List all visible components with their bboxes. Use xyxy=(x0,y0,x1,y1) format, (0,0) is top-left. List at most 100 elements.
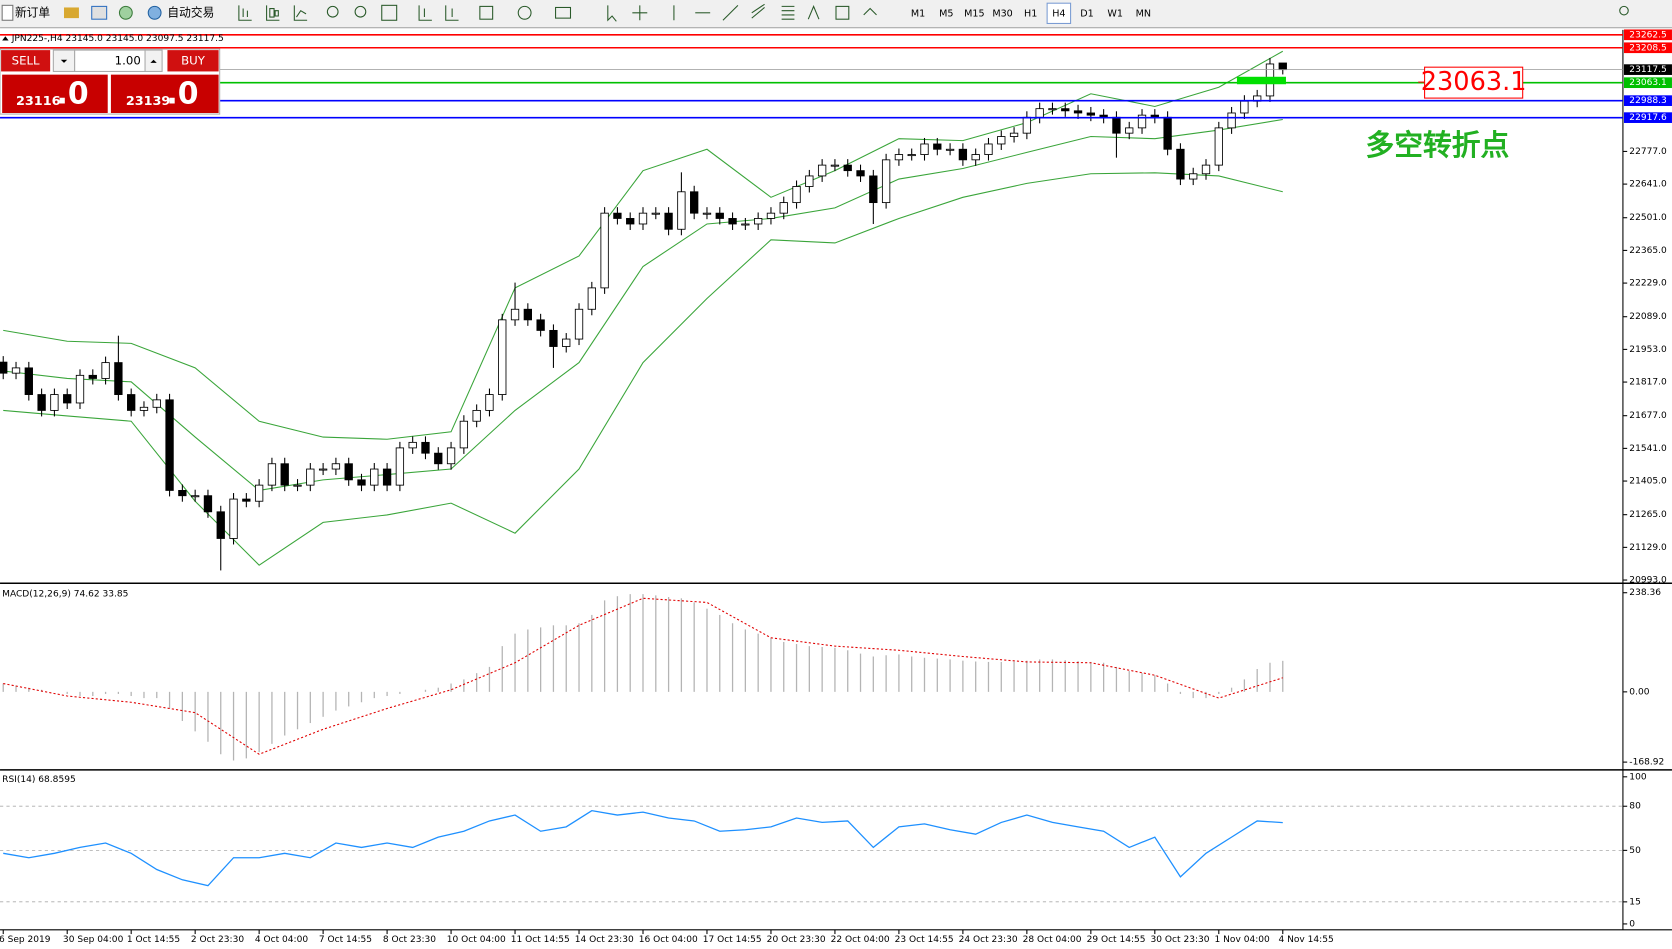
candle-body xyxy=(139,406,149,411)
sell-label[interactable]: SELL xyxy=(12,53,40,67)
icon[interactable] xyxy=(722,4,739,21)
timeframe-button[interactable]: H4 xyxy=(1052,8,1065,19)
candle-body xyxy=(702,212,712,215)
candle-body xyxy=(127,394,136,411)
candle-body xyxy=(907,154,916,157)
candle-body xyxy=(613,212,622,219)
icon[interactable] xyxy=(751,3,765,19)
icon[interactable] xyxy=(479,5,494,20)
auto-trading-icon[interactable] xyxy=(147,5,162,20)
candle-body xyxy=(792,186,801,204)
icon[interactable] xyxy=(555,6,572,19)
buy-price[interactable]: 23139 xyxy=(126,94,171,109)
timeframe-button[interactable]: D1 xyxy=(1080,8,1093,19)
lot-value[interactable]: 1.00 xyxy=(115,53,141,67)
annotation-box xyxy=(1424,66,1524,99)
candle-body xyxy=(1022,116,1032,134)
x-tick-label: 17 Oct 14:55 xyxy=(703,935,762,945)
sell-price[interactable]: 23116 xyxy=(16,94,61,109)
price-level-tag xyxy=(1623,77,1672,89)
icon[interactable] xyxy=(238,5,252,21)
candle-body xyxy=(741,223,750,226)
candle-body xyxy=(1214,127,1223,166)
active-timeframe[interactable] xyxy=(1046,2,1072,24)
y-tick-label: 100 xyxy=(1629,772,1647,782)
rsi-line xyxy=(3,809,1283,887)
tool-icons xyxy=(238,3,1629,22)
icon[interactable] xyxy=(293,5,308,21)
icon[interactable] xyxy=(863,7,877,16)
y-tick-label: 21265.0 xyxy=(1629,510,1667,520)
candle-body xyxy=(1035,108,1044,118)
icon[interactable] xyxy=(266,5,280,21)
x-tick-label: 23 Oct 14:55 xyxy=(895,935,954,945)
icon[interactable] xyxy=(781,5,795,20)
x-tick-label: 1 Oct 14:55 xyxy=(127,935,180,945)
sell-button[interactable] xyxy=(1,50,51,72)
candle-body xyxy=(715,212,724,219)
x-tick-label: 8 Oct 23:30 xyxy=(383,935,436,945)
candle-body xyxy=(664,212,673,230)
candle-body xyxy=(434,452,443,465)
candle-body xyxy=(754,218,763,225)
candle-body xyxy=(395,447,405,486)
x-tick-label: 2 Oct 23:30 xyxy=(191,935,244,945)
sell-pips[interactable]: .0 xyxy=(57,76,89,111)
icon[interactable] xyxy=(607,5,617,22)
icon[interactable] xyxy=(418,5,432,21)
new-order-button[interactable]: 新订单 xyxy=(15,5,50,19)
buy-pips[interactable]: .0 xyxy=(166,76,198,111)
timeframe-button[interactable]: M30 xyxy=(992,8,1012,19)
y-tick-label: 50 xyxy=(1629,846,1641,856)
icon[interactable] xyxy=(381,4,398,21)
timeframe-button[interactable]: M5 xyxy=(939,8,953,19)
candle-body xyxy=(75,374,85,404)
candle-body xyxy=(1048,108,1057,111)
candle-body xyxy=(933,143,942,150)
bollinger-band xyxy=(3,172,1283,566)
buy-button[interactable] xyxy=(167,50,219,72)
search-icon[interactable] xyxy=(1619,5,1629,16)
timeframe-button[interactable]: H1 xyxy=(1024,8,1037,19)
candle-body xyxy=(1112,116,1121,134)
icon[interactable] xyxy=(632,5,648,21)
x-tick-label: 16 Oct 04:00 xyxy=(639,935,698,945)
icon[interactable] xyxy=(326,5,339,18)
candle-body xyxy=(984,143,993,155)
y-tick-label: 22777.0 xyxy=(1629,147,1667,157)
sell-price-box[interactable] xyxy=(2,74,108,114)
icon[interactable] xyxy=(517,5,532,20)
timeframe-button[interactable]: MN xyxy=(1136,8,1151,19)
candle-body xyxy=(881,159,891,204)
trade-panel: SELL 1.00 BUY 23116 .0 23139 .0 xyxy=(0,48,221,115)
timeframe-button[interactable]: W1 xyxy=(1107,8,1123,19)
price-level-tag xyxy=(1623,95,1672,106)
auto-trading-button[interactable]: 自动交易 xyxy=(167,5,214,19)
icon[interactable] xyxy=(445,5,459,21)
y-tick-label: 238.36 xyxy=(1629,588,1661,598)
buy-price-box[interactable] xyxy=(110,74,219,114)
x-tick-label: 10 Oct 04:00 xyxy=(447,935,506,945)
candle-body xyxy=(472,409,481,422)
candle-body xyxy=(1240,100,1249,114)
x-tick-label: 1 Nov 04:00 xyxy=(1215,935,1270,945)
price-level-label: 23063.1 xyxy=(1629,78,1666,88)
timeframe-button[interactable]: M1 xyxy=(911,8,925,19)
buy-label[interactable]: BUY xyxy=(181,53,206,67)
icon[interactable] xyxy=(64,7,79,19)
icon[interactable] xyxy=(807,5,820,20)
icon[interactable] xyxy=(91,5,108,20)
candle-body xyxy=(677,191,686,230)
x-tick-label: 29 Oct 14:55 xyxy=(1087,935,1146,945)
candle-body xyxy=(178,489,187,497)
new-order-icon[interactable] xyxy=(1,4,14,21)
icon[interactable] xyxy=(354,5,367,18)
panel-title: MACD(12,26,9) 74.62 33.85 xyxy=(2,589,128,599)
candle-body xyxy=(331,463,341,470)
timeframe-button[interactable]: M15 xyxy=(964,8,984,19)
candle-body xyxy=(1009,132,1019,137)
y-tick-label: 0.00 xyxy=(1629,687,1649,697)
icon[interactable] xyxy=(118,5,133,20)
x-tick-label: 11 Oct 14:55 xyxy=(511,935,570,945)
icon[interactable] xyxy=(835,5,850,20)
